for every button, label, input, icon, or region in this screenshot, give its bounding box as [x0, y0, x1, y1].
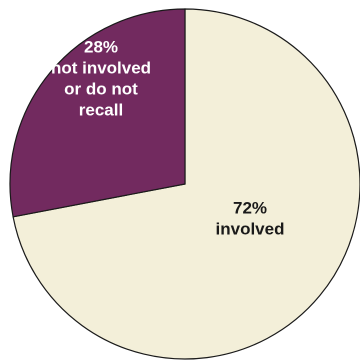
- pie-slice-label-0: 72% involved: [216, 199, 285, 239]
- pie-slice-label-line: not involved: [51, 59, 151, 78]
- pie-slice-label-line: 72%: [233, 199, 267, 218]
- pie-slice-label-1: 28% not involved or do not recall: [51, 38, 151, 120]
- pie-slice-label-line: 28%: [84, 38, 118, 57]
- pie-slice-0: [12, 8, 360, 360]
- pie-slice-label-line: or do not: [64, 80, 138, 99]
- pie-labels: 72% involved 28% not involved or do not recal…: [51, 38, 285, 239]
- pie-slice-label-line: recall: [79, 101, 123, 120]
- pie-slice-label-line: involved: [216, 220, 285, 239]
- pie-slices: [9, 8, 360, 360]
- pie-slice-1: [9, 8, 186, 218]
